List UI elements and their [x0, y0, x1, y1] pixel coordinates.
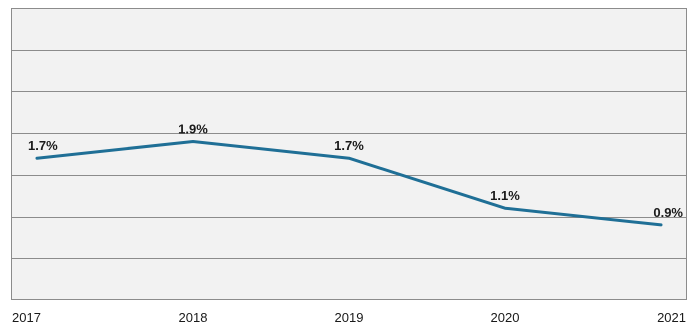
x-tick-label: 2018 [179, 310, 208, 324]
data-label: 0.9% [653, 205, 683, 220]
data-label: 1.1% [490, 188, 520, 203]
x-tick-label: 2019 [335, 310, 364, 324]
gridlines [12, 50, 686, 259]
x-tick-label: 2021 [657, 310, 686, 324]
series-group [35, 140, 663, 227]
x-tick-label: 2020 [491, 310, 520, 324]
data-label: 1.7% [28, 138, 58, 153]
data-label: 1.9% [178, 121, 208, 136]
plot-area [11, 8, 687, 300]
series-line [35, 140, 663, 227]
x-axis-tick-labels: 2017 2018 2019 2020 2021 [12, 310, 686, 324]
data-labels: 1.7% 1.9% 1.7% 1.1% 0.9% [28, 121, 683, 219]
data-label: 1.7% [334, 138, 364, 153]
x-tick-label: 2017 [12, 310, 41, 324]
